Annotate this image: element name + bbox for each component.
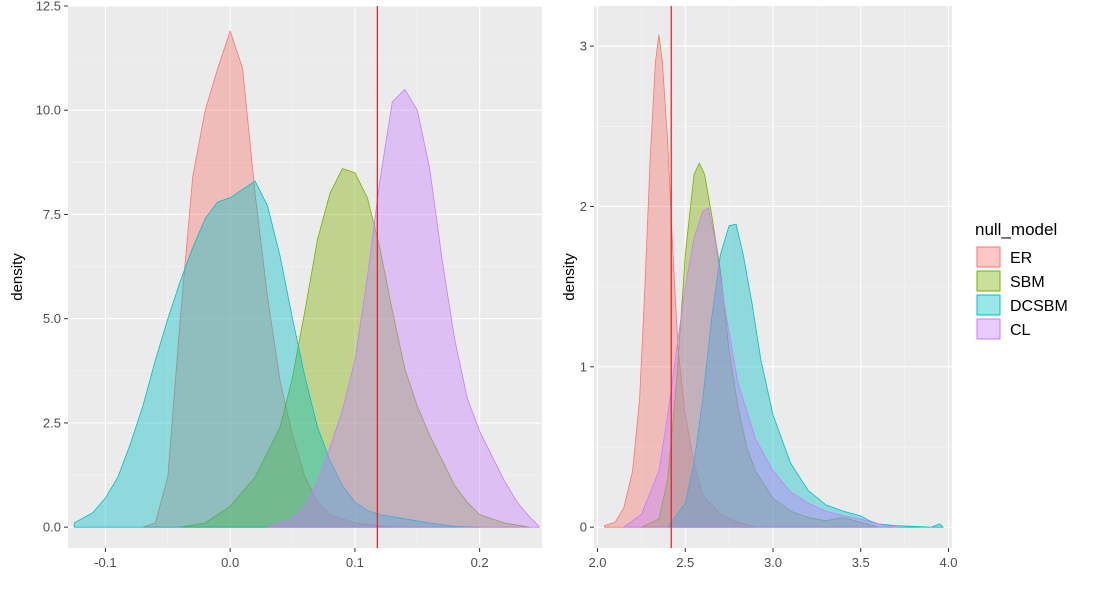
legend-label-cl: CL: [1010, 322, 1031, 339]
right-y-tick-label: 2: [580, 199, 587, 214]
right-y-tick-label: 1: [580, 359, 587, 374]
right-y-tick-label: 3: [580, 39, 587, 54]
left-x-tick-label: 0.2: [471, 555, 489, 570]
right-y-axis-title: density: [561, 253, 578, 301]
left-y-tick-label: 0.0: [43, 520, 61, 535]
legend-key-cl: [976, 318, 1001, 340]
left-density-panel: -0.1 0.0 0.1 0.2 0.0 2.5 5.0 7.5 10.0 12.5 density: [9, 0, 542, 570]
legend: null_model ER SBM DCSBM CL: [975, 220, 1068, 340]
legend-key-er: [976, 246, 1001, 268]
right-x-tick-label: 2.5: [676, 555, 694, 570]
left-x-tick-label: 0.0: [221, 555, 239, 570]
legend-label-er: ER: [1010, 250, 1032, 267]
legend-title: null_model: [975, 220, 1057, 239]
left-x-tick-label: -0.1: [94, 555, 116, 570]
right-x-tick-label: 3.5: [852, 555, 870, 570]
left-y-axis-title: density: [9, 253, 26, 301]
right-x-tick-label: 4.0: [939, 555, 957, 570]
legend-entry-cl: CL: [976, 318, 1031, 340]
right-x-tick-label: 3.0: [764, 555, 782, 570]
right-density-panel: 2.0 2.5 3.0 3.5 4.0 0 1 2 3 density: [561, 6, 958, 570]
left-density-area-er: [142, 30, 393, 528]
legend-label-dcsbm: DCSBM: [1010, 298, 1068, 315]
left-y-tick-label: 5.0: [43, 311, 61, 326]
legend-key-sbm: [976, 270, 1001, 292]
left-y-tick-label: 12.5: [36, 0, 61, 14]
left-y-tick-label: 2.5: [43, 415, 61, 430]
left-density-area-dcsbm: [73, 180, 480, 528]
right-y-tick-label: 0: [580, 520, 587, 535]
right-density-area-dcsbm: [667, 223, 944, 528]
left-density-area-cl: [267, 89, 540, 528]
right-x-tick-label: 2.0: [588, 555, 606, 570]
left-y-tick-label: 10.0: [36, 103, 61, 118]
left-y-tick-label: 7.5: [43, 207, 61, 222]
left-density-area-sbm: [179, 168, 530, 528]
legend-label-sbm: SBM: [1010, 274, 1045, 291]
legend-entry-sbm: SBM: [976, 270, 1045, 292]
right-density-area-cl: [623, 207, 897, 528]
legend-entry-er: ER: [976, 246, 1032, 268]
legend-key-dcsbm: [976, 294, 1001, 316]
left-x-tick-label: 0.1: [346, 555, 364, 570]
left-panel-background: [68, 6, 542, 548]
legend-entry-dcsbm: DCSBM: [976, 294, 1068, 316]
right-density-area-er: [604, 34, 756, 528]
